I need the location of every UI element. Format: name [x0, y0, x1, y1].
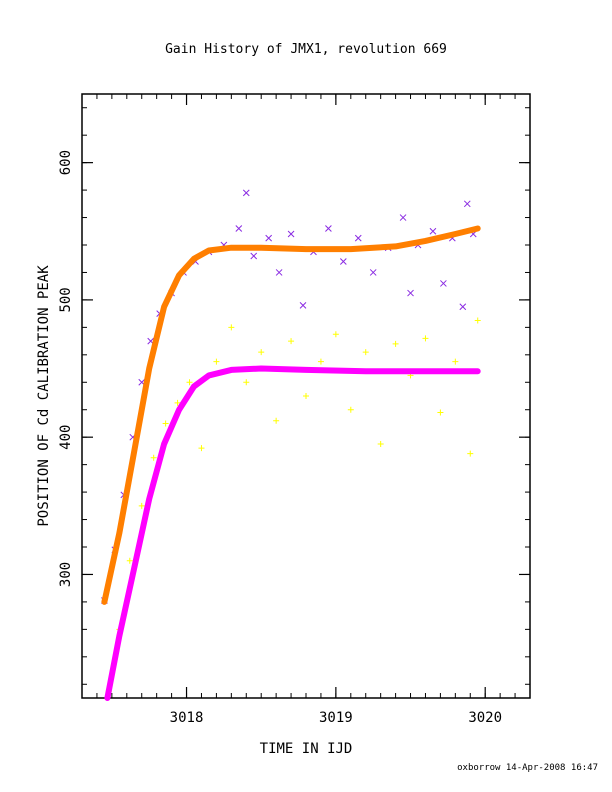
fit-curve	[104, 365, 481, 701]
x-tick-label: 3018	[170, 710, 204, 726]
data-point	[429, 227, 437, 235]
series-layer	[101, 189, 481, 701]
data-point	[347, 406, 354, 413]
data-point	[186, 379, 193, 386]
data-point	[250, 252, 258, 260]
data-point	[474, 317, 481, 324]
data-point	[162, 420, 169, 427]
fit-curve	[101, 225, 481, 605]
data-point	[362, 349, 369, 356]
data-point	[258, 349, 265, 356]
data-point	[138, 502, 145, 509]
series-1	[101, 189, 477, 604]
footer-credit: oxborrow 14-Apr-2008 16:47	[457, 763, 598, 773]
x-tick-label: 3019	[319, 710, 353, 726]
data-point	[213, 358, 220, 365]
y-axis-label: POSITION OF Cd CALIBRATION PEAK	[36, 265, 52, 527]
series-4	[104, 365, 481, 701]
data-point	[303, 393, 309, 399]
data-point	[332, 331, 339, 338]
data-point	[243, 379, 250, 386]
data-point	[377, 441, 384, 448]
data-point	[339, 258, 347, 265]
x-tick-label: 3020	[468, 710, 502, 726]
data-point	[399, 214, 407, 221]
y-ticks: 300 400 500 600	[58, 150, 530, 587]
data-point	[235, 225, 243, 232]
data-point	[126, 557, 133, 564]
data-point	[392, 340, 399, 347]
data-point	[273, 417, 280, 424]
data-point	[354, 234, 362, 242]
data-point	[150, 454, 157, 461]
data-point	[317, 358, 324, 365]
chart-title: Gain History of JMX1, revolution 669	[165, 42, 447, 57]
data-point	[452, 358, 459, 365]
y-tick-label: 600	[58, 150, 74, 175]
series-2	[101, 225, 481, 605]
data-point	[299, 302, 307, 309]
data-point	[288, 338, 295, 345]
y-tick-label: 300	[58, 562, 74, 587]
data-point	[265, 234, 273, 242]
data-point	[467, 450, 474, 457]
y-tick-label: 400	[58, 425, 74, 450]
x-axis-label: TIME IN IJD	[260, 741, 353, 757]
data-point	[459, 303, 467, 311]
data-point	[440, 280, 447, 287]
data-point	[407, 289, 414, 297]
minor-ticks	[82, 94, 530, 698]
data-point	[463, 200, 471, 208]
data-point	[422, 335, 429, 342]
data-point	[325, 225, 332, 232]
data-point	[198, 445, 205, 452]
data-point	[275, 269, 283, 276]
data-point	[228, 324, 235, 331]
data-point	[437, 409, 444, 416]
data-point	[369, 269, 377, 276]
x-ticks: 3018 3019 3020	[170, 94, 502, 726]
y-tick-label: 500	[58, 287, 74, 312]
data-point	[174, 399, 181, 406]
data-point	[242, 189, 250, 197]
data-point	[287, 230, 295, 238]
